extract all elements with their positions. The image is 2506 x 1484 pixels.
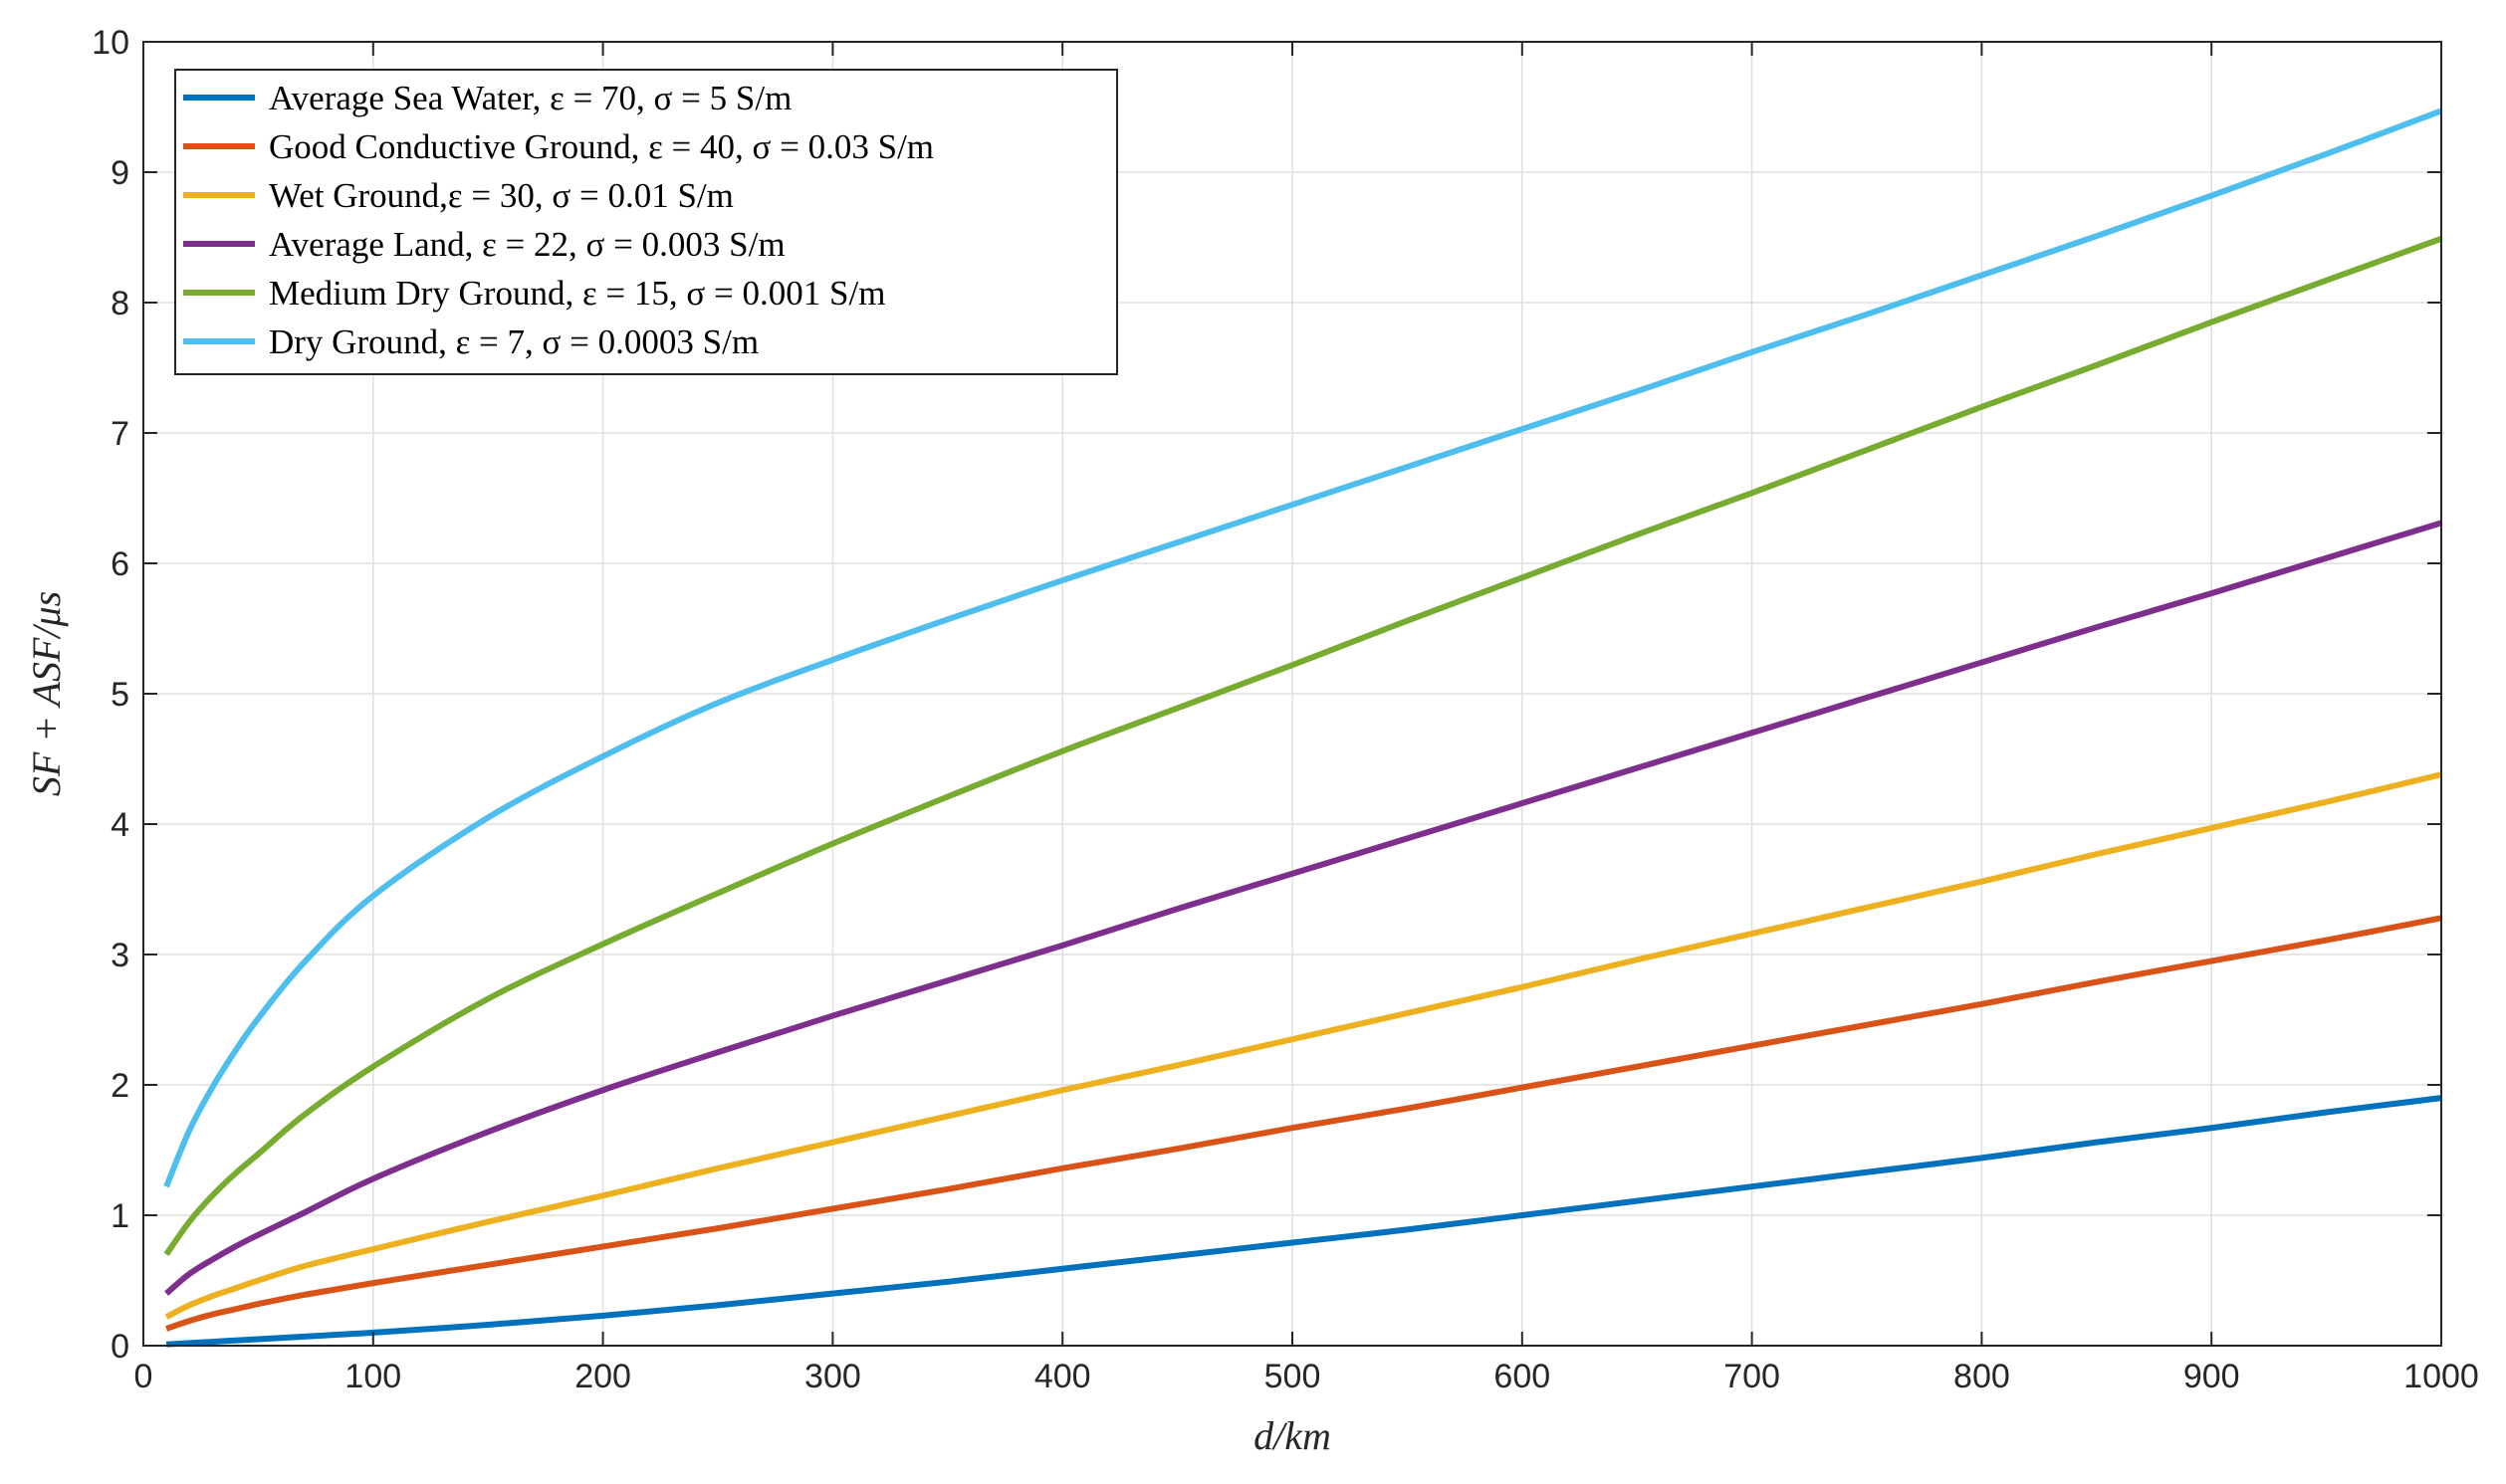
- x-axis-label: d/km: [1253, 1413, 1331, 1458]
- x-tick-label: 1000: [2403, 1358, 2479, 1395]
- legend-box: [174, 69, 1118, 375]
- series-line-3: [164, 771, 2442, 1320]
- legend-label-1: Average Sea Water, ε = 70, σ = 5 S/m: [269, 79, 792, 117]
- y-tick-label: 0: [111, 1328, 129, 1366]
- series-line-2: [165, 915, 2442, 1332]
- y-tick-label: 3: [111, 937, 129, 974]
- y-tick-label: 10: [92, 24, 129, 62]
- x-tick-label: 300: [804, 1358, 861, 1395]
- legend-label-3: Wet Ground,ε = 30, σ = 0.01 S/m: [269, 176, 734, 215]
- x-tick-label: 900: [2183, 1358, 2240, 1395]
- series-line-4: [164, 520, 2442, 1296]
- legend-label-6: Dry Ground, ε = 7, σ = 0.0003 S/m: [269, 322, 759, 361]
- y-tick-label: 8: [111, 285, 129, 322]
- series-lines: [163, 107, 2443, 1348]
- y-tick-label: 5: [111, 676, 129, 714]
- y-tick-label: 7: [111, 415, 129, 453]
- x-tick-label: 500: [1264, 1358, 1321, 1395]
- y-axis-label: SF + ASF/μs: [24, 591, 69, 796]
- legend-label-2: Good Conductive Ground, ε = 40, σ = 0.03…: [269, 127, 934, 166]
- series-line-6: [163, 107, 2443, 1188]
- x-tick-label: 400: [1034, 1358, 1091, 1395]
- x-tick-label: 100: [344, 1358, 401, 1395]
- axis-ticks: 0 100 200 300 400 500 600 700 800 900 1000 0 1 2 3 4 5 6 7…: [92, 24, 2479, 1395]
- x-tick-label: 200: [574, 1358, 631, 1395]
- y-tick-label: 2: [111, 1067, 129, 1105]
- y-tick-label: 1: [111, 1197, 129, 1235]
- x-tick-label: 800: [1953, 1358, 2010, 1395]
- y-tick-label: 6: [111, 545, 129, 583]
- x-tick-label: 700: [1723, 1358, 1780, 1395]
- legend-label-5: Medium Dry Ground, ε = 15, σ = 0.001 S/m: [269, 274, 885, 313]
- legend: Average Sea Water, ε = 70, σ = 5 S/m Good…: [174, 69, 1118, 375]
- series-line-1: [165, 1095, 2442, 1348]
- y-tick-label: 4: [111, 806, 129, 844]
- x-tick-label: 0: [134, 1358, 153, 1395]
- series-line-5: [163, 235, 2443, 1257]
- legend-label-4: Average Land, ε = 22, σ = 0.003 S/m: [269, 225, 786, 264]
- y-tick-label: 9: [111, 154, 129, 192]
- x-tick-label: 600: [1493, 1358, 1550, 1395]
